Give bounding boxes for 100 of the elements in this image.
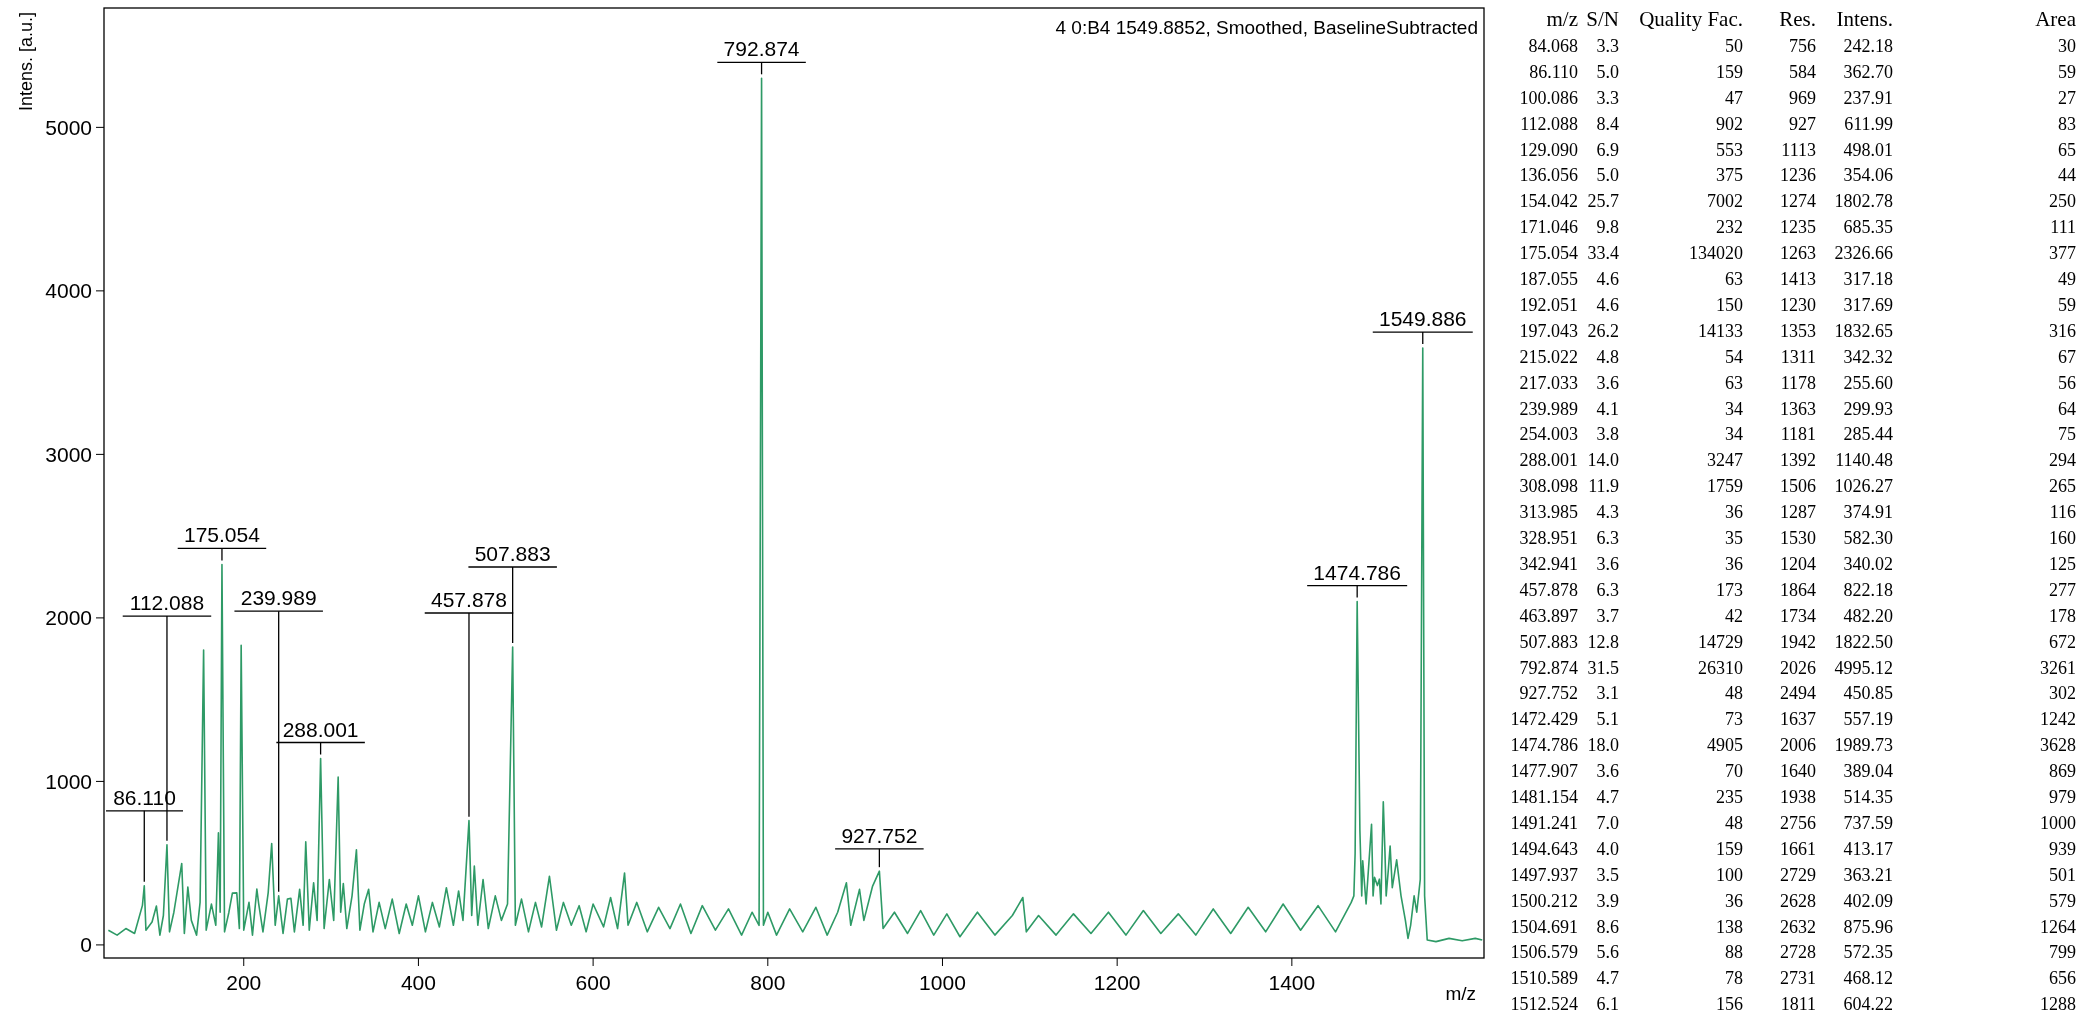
text: 1938 <box>1780 787 1816 807</box>
text: 482.20 <box>1843 605 1893 626</box>
text: 1288 <box>2040 994 2076 1015</box>
text: 64 <box>2058 398 2076 419</box>
text: 192.051 <box>1519 294 1578 315</box>
text: 1274 <box>1780 191 1816 212</box>
x-tick-label: 1000 <box>919 971 966 994</box>
text: 389.04 <box>1843 761 1893 782</box>
text: 47 <box>1725 87 1743 108</box>
text: 67 <box>2058 346 2076 367</box>
text: 83 <box>2058 113 2076 134</box>
text: 277 <box>2049 579 2076 600</box>
text: 3.3 <box>1596 35 1619 56</box>
text: 42 <box>1725 605 1743 626</box>
annotation: 792.874 <box>723 37 800 61</box>
text: 1472.429 <box>1510 709 1578 730</box>
text: 413.17 <box>1843 838 1893 859</box>
text: 36 <box>1725 890 1743 911</box>
category-label: m/z <box>1546 7 1578 31</box>
text: 31.5 <box>1587 657 1619 678</box>
text: 498.01 <box>1843 139 1893 160</box>
text: 557.19 <box>1843 709 1893 730</box>
text: 154.042 <box>1519 191 1578 212</box>
text: 12.8 <box>1587 631 1619 652</box>
text: 50 <box>1725 35 1743 56</box>
text: 1263 <box>1780 243 1816 264</box>
text: 171.046 <box>1519 217 1578 238</box>
text: 70 <box>1725 761 1743 782</box>
text: 875.96 <box>1843 916 1893 937</box>
text: 1500.212 <box>1510 890 1578 911</box>
text: 3.8 <box>1596 424 1619 445</box>
text: 328.951 <box>1519 528 1578 548</box>
text: 672 <box>2049 631 2076 652</box>
text: 302 <box>2049 683 2076 704</box>
text: 1942 <box>1780 631 1816 652</box>
x-tick-label: 1200 <box>1093 971 1141 994</box>
text: 3.5 <box>1596 864 1619 885</box>
text: 175.054 <box>1519 243 1578 264</box>
text: 84.068 <box>1528 35 1578 56</box>
text: 313.985 <box>1519 502 1578 523</box>
text: 1822.50 <box>1834 631 1893 652</box>
text: 1491.241 <box>1510 812 1578 833</box>
text: 3.9 <box>1596 890 1619 911</box>
text: 150 <box>1716 294 1743 315</box>
text: 1363 <box>1780 398 1816 419</box>
text: 160 <box>2049 528 2076 548</box>
text: 7.0 <box>1596 812 1619 833</box>
text: 4905 <box>1707 735 1743 756</box>
text: 6.9 <box>1596 139 1619 160</box>
text: 100 <box>1716 864 1743 885</box>
text: 100.086 <box>1519 87 1578 108</box>
text: 75 <box>2058 424 2076 445</box>
text: 125 <box>2049 553 2076 574</box>
text: 14729 <box>1698 631 1743 652</box>
x-tick-label: 600 <box>575 971 611 994</box>
text: 604.22 <box>1843 994 1893 1015</box>
text: 239.989 <box>1519 398 1578 419</box>
text: 927.752 <box>1519 683 1578 704</box>
text: 285.44 <box>1843 424 1893 445</box>
text: 59 <box>2058 294 2076 315</box>
text: 822.18 <box>1843 579 1893 600</box>
text: 572.35 <box>1843 942 1893 963</box>
text: 1832.65 <box>1834 320 1893 341</box>
text: 1235 <box>1780 217 1816 238</box>
text: 756 <box>1789 35 1816 56</box>
line-series <box>107 77 1484 943</box>
text: 3.3 <box>1596 87 1619 108</box>
annotation: 507.883 <box>474 542 551 565</box>
annotation: 175.054 <box>184 523 261 547</box>
text: 25.7 <box>1587 191 1619 212</box>
annotation: 112.088 <box>129 591 205 615</box>
text: 1510.589 <box>1510 968 1578 989</box>
text: 1506 <box>1780 476 1816 497</box>
text: 134020 <box>1689 243 1743 264</box>
text: 1637 <box>1780 709 1816 730</box>
text: 197.043 <box>1519 320 1578 341</box>
x-tick-label: 800 <box>750 971 786 994</box>
text: 237.91 <box>1843 87 1893 108</box>
text: 250 <box>2049 191 2076 212</box>
text: 611.99 <box>1844 113 1893 134</box>
text: 9.8 <box>1596 217 1619 238</box>
text: 4.3 <box>1596 502 1619 523</box>
text: 656 <box>2049 968 2076 989</box>
y-tick-label: 2000 <box>45 606 92 630</box>
text: 5.1 <box>1596 709 1619 730</box>
text: 3247 <box>1707 450 1743 471</box>
text: 584 <box>1789 61 1816 82</box>
text: 2731 <box>1780 968 1816 989</box>
text: 3.7 <box>1596 605 1619 626</box>
text: 34 <box>1725 424 1743 445</box>
text: 255.60 <box>1843 372 1893 393</box>
text: 737.59 <box>1843 812 1893 833</box>
category-label: Quality Fac. <box>1639 7 1743 31</box>
text: 30 <box>2058 35 2076 56</box>
text: 375 <box>1716 165 1743 186</box>
annotation: 927.752 <box>841 823 918 847</box>
x-tick-label: 400 <box>400 971 436 994</box>
text: 78 <box>1725 968 1743 989</box>
text: 1661 <box>1780 838 1816 859</box>
text: 1497.937 <box>1510 864 1578 885</box>
